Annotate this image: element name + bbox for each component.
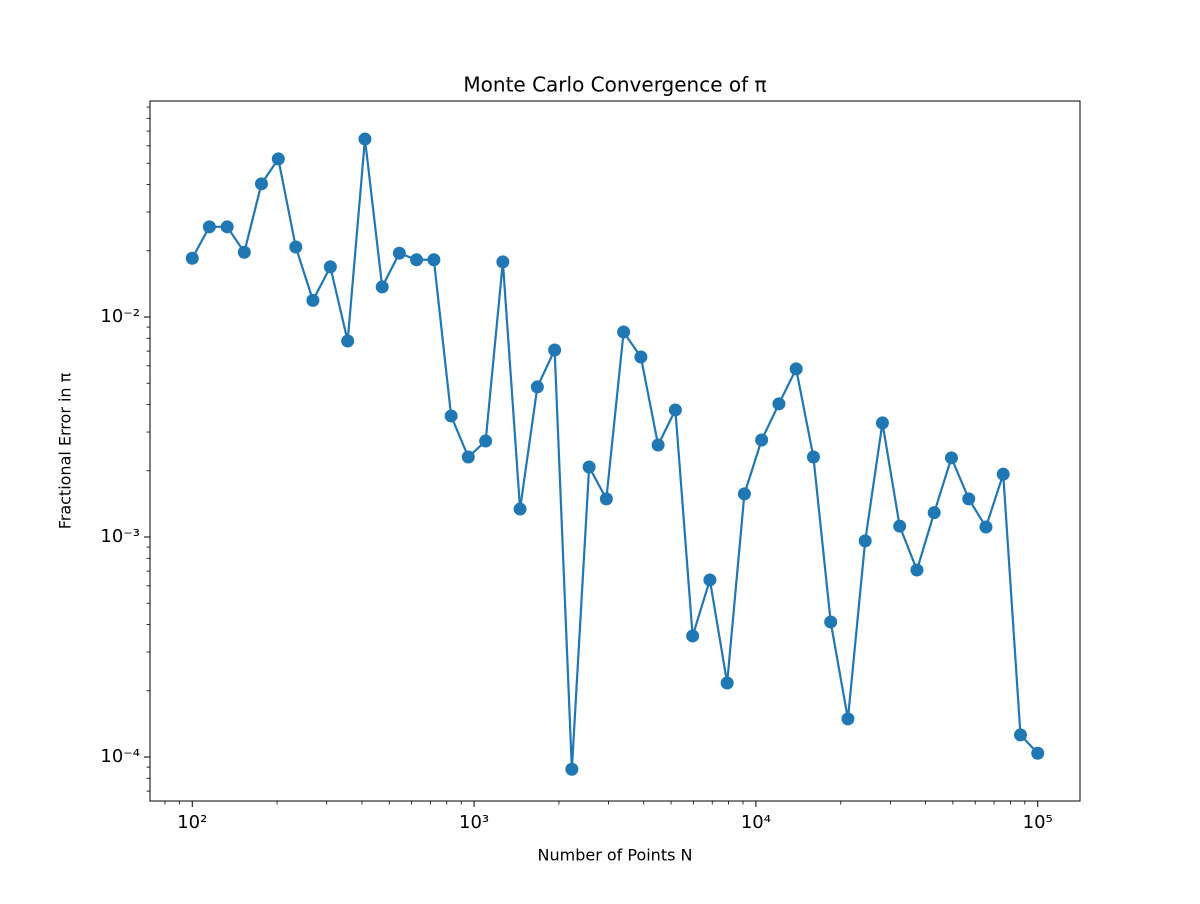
point bbox=[358, 132, 372, 146]
point bbox=[202, 220, 216, 234]
x-tick-label: 10⁴ bbox=[741, 812, 771, 833]
point bbox=[996, 467, 1010, 481]
point bbox=[254, 177, 268, 191]
x-axis-label: Number of Points N bbox=[538, 846, 693, 865]
y-tick-label: 10⁻³ bbox=[100, 526, 140, 547]
x-tick-label: 10⁵ bbox=[1023, 812, 1053, 833]
point bbox=[410, 253, 424, 267]
point bbox=[755, 433, 769, 447]
line bbox=[191, 138, 1039, 770]
point bbox=[427, 253, 441, 267]
point bbox=[237, 245, 251, 259]
point bbox=[634, 350, 648, 364]
point bbox=[548, 343, 562, 357]
point bbox=[289, 240, 303, 254]
point bbox=[341, 334, 355, 348]
point bbox=[220, 220, 234, 234]
point bbox=[461, 450, 475, 464]
point bbox=[824, 615, 838, 629]
point bbox=[875, 416, 889, 430]
point bbox=[479, 434, 493, 448]
point bbox=[893, 519, 907, 533]
y-tick-label: 10⁻² bbox=[100, 306, 140, 327]
point bbox=[737, 487, 751, 501]
x-tick-label: 10² bbox=[177, 812, 207, 833]
point bbox=[271, 152, 285, 166]
point bbox=[772, 397, 786, 411]
point bbox=[789, 362, 803, 376]
point bbox=[1013, 728, 1027, 742]
point bbox=[530, 380, 544, 394]
point bbox=[513, 502, 527, 516]
y-tick-label: 10⁻⁴ bbox=[100, 746, 140, 767]
point bbox=[910, 563, 924, 577]
point bbox=[582, 460, 596, 474]
x-tick-label: 10³ bbox=[459, 812, 489, 833]
point bbox=[927, 506, 941, 520]
point bbox=[185, 251, 199, 265]
point bbox=[306, 293, 320, 307]
point bbox=[979, 520, 993, 534]
point bbox=[962, 492, 976, 506]
point bbox=[686, 629, 700, 643]
point bbox=[375, 280, 389, 294]
point bbox=[858, 534, 872, 548]
point bbox=[703, 573, 717, 587]
y-axis-label: Fractional Error in π bbox=[56, 372, 75, 529]
point bbox=[323, 260, 337, 274]
point bbox=[444, 409, 458, 423]
point bbox=[841, 712, 855, 726]
point bbox=[392, 246, 406, 260]
point bbox=[599, 492, 613, 506]
point bbox=[565, 762, 579, 776]
point bbox=[651, 438, 665, 452]
point bbox=[806, 450, 820, 464]
point bbox=[1031, 746, 1045, 760]
point bbox=[720, 676, 734, 690]
chart-title: Monte Carlo Convergence of π bbox=[463, 73, 766, 97]
point bbox=[944, 451, 958, 465]
point bbox=[617, 325, 631, 339]
point bbox=[496, 255, 510, 269]
point bbox=[668, 403, 682, 417]
plot-frame bbox=[149, 100, 1081, 802]
